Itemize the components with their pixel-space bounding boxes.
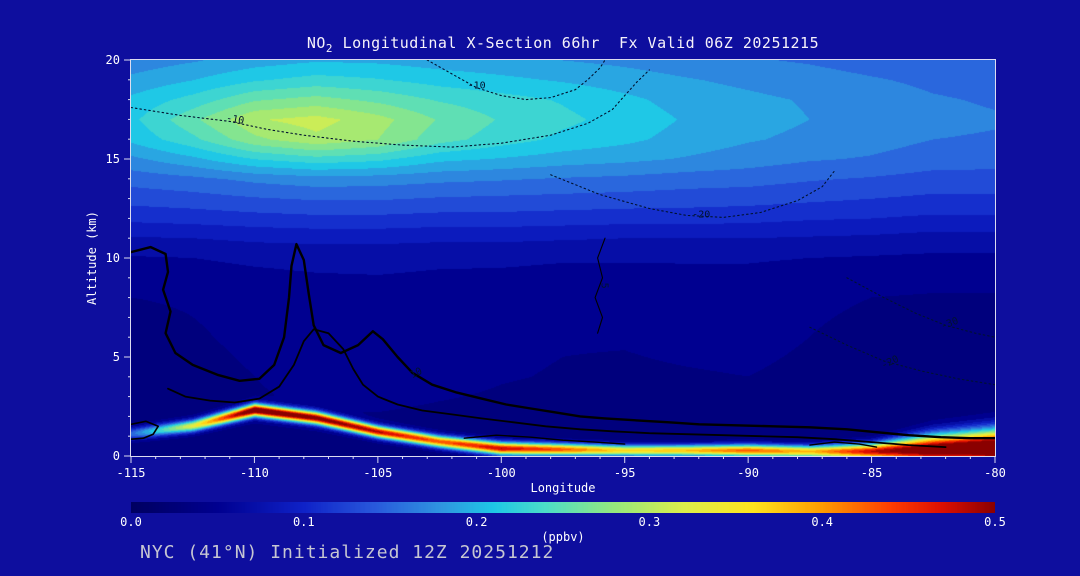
y-tick-label: 5 [113, 350, 120, 364]
x-axis-label: Longitude [530, 481, 595, 495]
x-tick-label: -105 [363, 466, 392, 480]
x-tick-label: -115 [117, 466, 146, 480]
x-tick-label: -80 [984, 466, 1006, 480]
chart-title-prefix: NO [306, 34, 326, 52]
footer-note: NYC (41°N) Initialized 12Z 20251212 [140, 542, 555, 563]
chart-title-rest: Longitudinal X-Section 66hr Fx Valid 06Z… [333, 34, 820, 52]
colorbar-tick-label: 0.3 [639, 515, 661, 529]
x-tick-label: -100 [487, 466, 516, 480]
heatmap-canvas [131, 60, 995, 456]
colorbar-unit-label: (ppbv) [541, 530, 585, 544]
colorbar-tick-label: 0.1 [293, 515, 315, 529]
colorbar-tick-label: 0.2 [466, 515, 488, 529]
y-tick-label: 15 [106, 152, 120, 166]
chart-title: NO2 Longitudinal X-Section 66hr Fx Valid… [131, 34, 995, 55]
colorbar-tick-label: 0.5 [984, 515, 1006, 529]
y-axis-label: Altitude (km) [85, 211, 99, 305]
colorbar-tick-label: 0.0 [120, 515, 142, 529]
x-tick-label: -95 [614, 466, 636, 480]
y-tick-label: 10 [106, 251, 120, 265]
x-tick-label: -85 [861, 466, 883, 480]
y-tick-label: 20 [106, 53, 120, 67]
chart-title-subscript: 2 [325, 42, 334, 55]
x-tick-label: -90 [737, 466, 759, 480]
colorbar-tick-label: 0.4 [811, 515, 833, 529]
x-tick-label: -110 [240, 466, 269, 480]
colorbar-gradient [131, 502, 995, 513]
y-tick-label: 0 [113, 449, 120, 463]
